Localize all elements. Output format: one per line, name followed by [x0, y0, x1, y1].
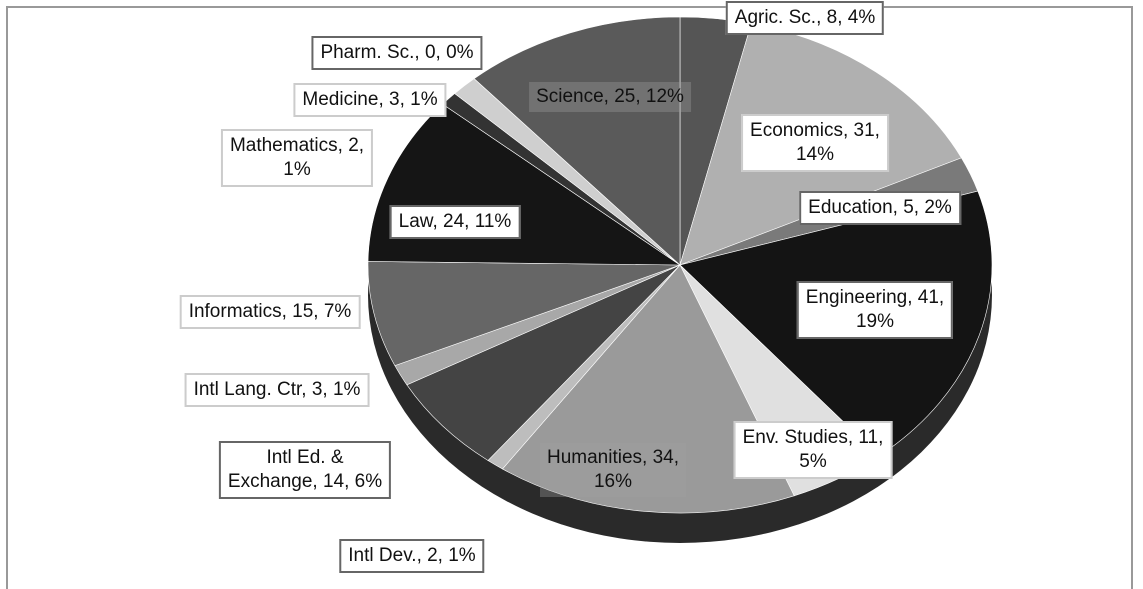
data-label: Intl Lang. Ctr, 3, 1% [184, 373, 370, 407]
data-label: Science, 25, 12% [529, 82, 691, 112]
pie-slice [367, 261, 681, 367]
data-label: Mathematics, 2, 1% [220, 129, 374, 187]
data-label: Education, 5, 2% [799, 191, 961, 225]
data-label: Agric. Sc., 8, 4% [725, 1, 885, 35]
data-label: Intl Dev., 2, 1% [339, 539, 485, 573]
data-label: Humanities, 34, 16% [539, 443, 687, 497]
data-label: Informatics, 15, 7% [179, 295, 361, 329]
data-label: Law, 24, 11% [389, 205, 521, 239]
frame [6, 6, 1133, 589]
data-label: Env. Studies, 11, 5% [733, 421, 893, 479]
data-label: Medicine, 3, 1% [293, 83, 447, 117]
data-label: Intl Ed. & Exchange, 14, 6% [218, 441, 392, 499]
pie-slice [406, 264, 681, 461]
data-label: Economics, 31, 14% [741, 114, 889, 172]
pie-slice [473, 16, 681, 266]
data-label: Engineering, 41, 19% [796, 281, 954, 339]
pie-slice [502, 264, 795, 514]
data-label: Pharm. Sc., 0, 0% [311, 36, 483, 70]
